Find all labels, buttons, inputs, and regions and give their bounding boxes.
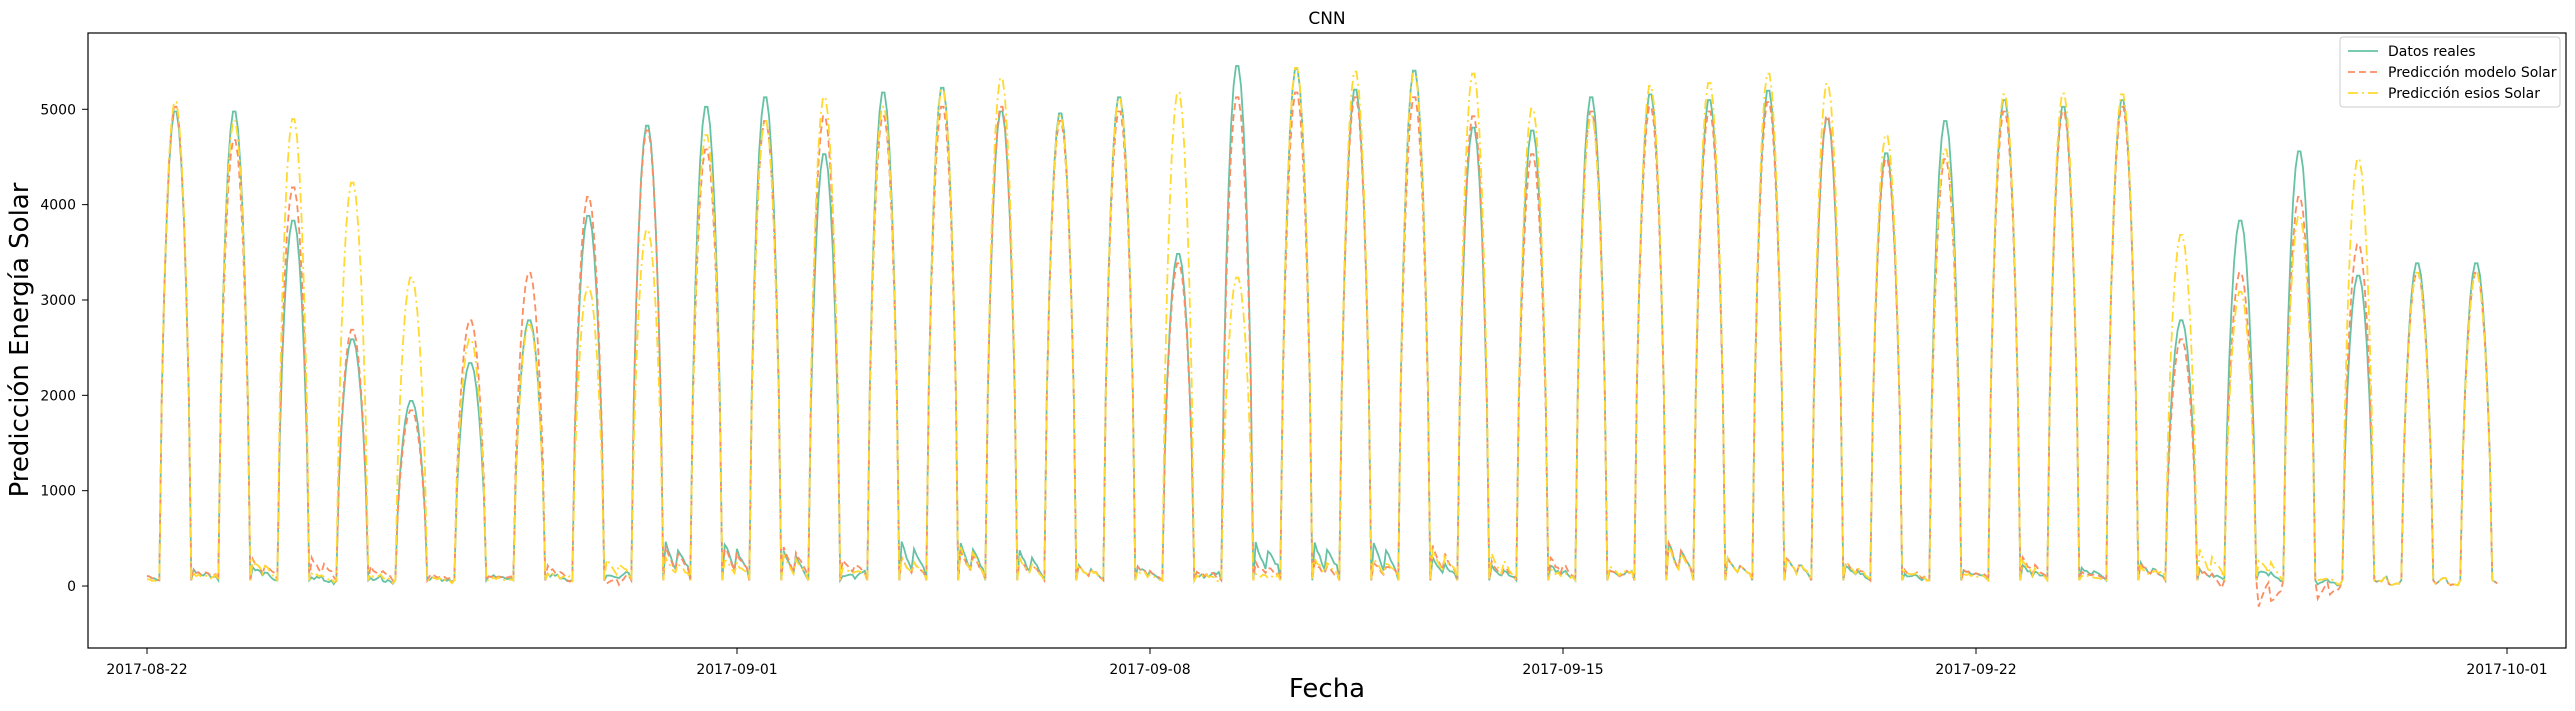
y-tick-label: 4000 — [40, 198, 76, 214]
y-tick-label: 3000 — [40, 293, 76, 309]
series-line-3 — [146, 67, 2498, 587]
legend-label: Datos reales — [2388, 44, 2476, 60]
y-tick-label: 1000 — [40, 484, 76, 500]
series-layer — [146, 65, 2498, 607]
legend: Datos reales Predicción modelo Solar Predi… — [2339, 36, 2561, 108]
y-axis: 0 1000 2000 3000 4000 5000 — [40, 102, 88, 595]
y-tick-label: 0 — [67, 579, 76, 595]
legend-frame — [2339, 36, 2561, 108]
x-tick-label: 2017-08-22 — [106, 662, 187, 678]
plot-area — [87, 32, 2567, 649]
chart-title: CNN — [1308, 9, 1345, 29]
x-tick-label: 2017-09-22 — [1935, 662, 2016, 678]
x-axis: 2017-08-22 2017-09-01 2017-09-08 2017-09-15… — [106, 648, 2548, 678]
legend-label: Predicción esios Solar — [2388, 86, 2540, 102]
y-axis-label: Predicción Energía Solar — [5, 182, 35, 497]
y-tick-label: 2000 — [40, 388, 76, 404]
x-tick-label: 2017-09-15 — [1522, 662, 1603, 678]
series-line-2 — [146, 91, 2498, 607]
x-tick-label: 2017-09-01 — [696, 662, 777, 678]
x-axis-label: Fecha — [1289, 674, 1365, 704]
x-tick-label: 2017-10-01 — [2466, 662, 2547, 678]
x-tick-label: 2017-09-08 — [1109, 662, 1190, 678]
y-tick-label: 5000 — [40, 102, 76, 118]
legend-label: Predicción modelo Solar — [2388, 65, 2557, 81]
